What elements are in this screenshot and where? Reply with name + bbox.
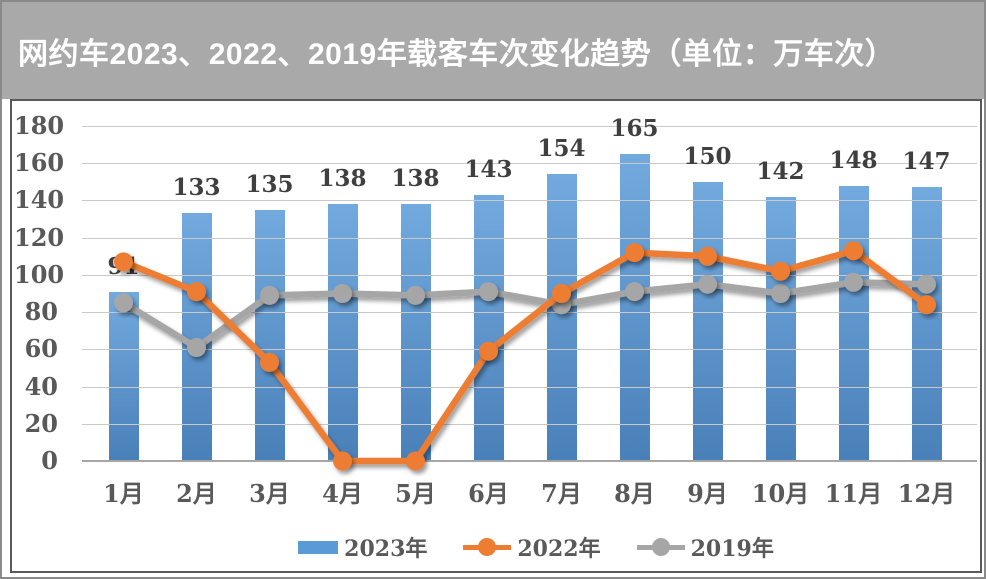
x-tick-label: 8月 <box>614 479 655 508</box>
x-tick-label: 3月 <box>249 479 290 508</box>
y-tick-label: 160 <box>14 148 65 178</box>
y-tick-label: 60 <box>24 334 58 364</box>
gridline <box>82 126 977 127</box>
gridline <box>82 423 977 425</box>
x-tick-label: 9月 <box>687 479 728 508</box>
x-tick-label: 1月 <box>103 479 144 508</box>
legend-label-2019: 2019年 <box>690 536 774 562</box>
bar-2023年-11月 <box>838 185 869 461</box>
legend-label-2022: 2022年 <box>517 536 601 562</box>
x-tick-label: 2月 <box>176 479 217 508</box>
gridline <box>82 200 977 202</box>
bar-2023年-12月 <box>911 187 942 461</box>
y-tick-label: 0 <box>41 446 58 475</box>
legend-line-marker-icon <box>463 538 512 556</box>
x-tick-label: 6月 <box>468 479 509 508</box>
x-tick-label: 10月 <box>751 479 810 508</box>
bar-value-label: 147 <box>902 148 951 176</box>
bar-2023年-7月 <box>546 174 577 461</box>
legend-item-2023: 2023年 <box>298 531 427 563</box>
chart-area: 180 160 140 120 100 80 60 40 20 0 91 133 135 138 138 1… <box>10 99 982 573</box>
x-tick-label: 5月 <box>395 479 436 508</box>
legend-bar-swatch-icon <box>298 540 339 554</box>
bar-2023年-6月 <box>473 194 504 461</box>
y-tick-label: 140 <box>14 185 65 215</box>
bar-value-label: 138 <box>391 165 440 193</box>
line-2019年 <box>120 279 930 351</box>
bar-2023年-9月 <box>692 181 723 461</box>
gridline <box>82 386 977 388</box>
legend-line-marker-icon <box>636 538 685 556</box>
legend-item-2022: 2022年 <box>463 531 601 563</box>
bar-value-label: 138 <box>318 165 367 193</box>
bar-value-label: 154 <box>537 135 586 163</box>
bar-value-label: 91 <box>107 252 140 280</box>
chart-title: 网约车2023、2022、2019年载客车次变化趋势（单位：万车次） <box>18 37 896 71</box>
bar-value-label: 143 <box>464 155 513 183</box>
legend-item-2019: 2019年 <box>636 531 774 563</box>
bar-value-label: 135 <box>245 170 294 198</box>
y-tick-label: 20 <box>24 408 58 438</box>
bar-2023年-1月 <box>108 291 139 461</box>
bar-value-label: 133 <box>172 174 221 202</box>
bar-2023年-4月 <box>327 204 358 461</box>
y-tick-label: 100 <box>14 259 65 289</box>
gridline <box>82 237 977 239</box>
legend-label-2023: 2023年 <box>344 536 428 562</box>
bar-value-label: 142 <box>756 157 805 185</box>
y-tick-label: 120 <box>14 222 65 252</box>
gridline <box>82 349 977 351</box>
gridline <box>82 312 977 314</box>
chart-title-bar: 网约车2023、2022、2019年载客车次变化趋势（单位：万车次） <box>2 2 984 99</box>
x-tick-label: 12月 <box>897 479 956 508</box>
y-tick-label: 80 <box>24 297 58 327</box>
y-tick-label: 180 <box>14 111 65 140</box>
gridline <box>82 163 977 165</box>
bar-value-label: 150 <box>683 142 732 170</box>
y-tick-label: 40 <box>24 371 58 401</box>
bar-2023年-5月 <box>400 204 431 461</box>
x-axis-line <box>82 460 977 462</box>
line-2022年 <box>120 247 930 465</box>
bar-value-label: 165 <box>610 114 659 142</box>
x-tick-label: 7月 <box>541 479 582 508</box>
legend: 2023年 2022年 2019年 <box>52 531 984 563</box>
bar-value-label: 148 <box>829 146 878 174</box>
bar-2023年-10月 <box>765 196 796 461</box>
gridline <box>82 274 977 276</box>
x-tick-label: 4月 <box>322 479 363 508</box>
x-tick-label: 11月 <box>824 479 883 508</box>
